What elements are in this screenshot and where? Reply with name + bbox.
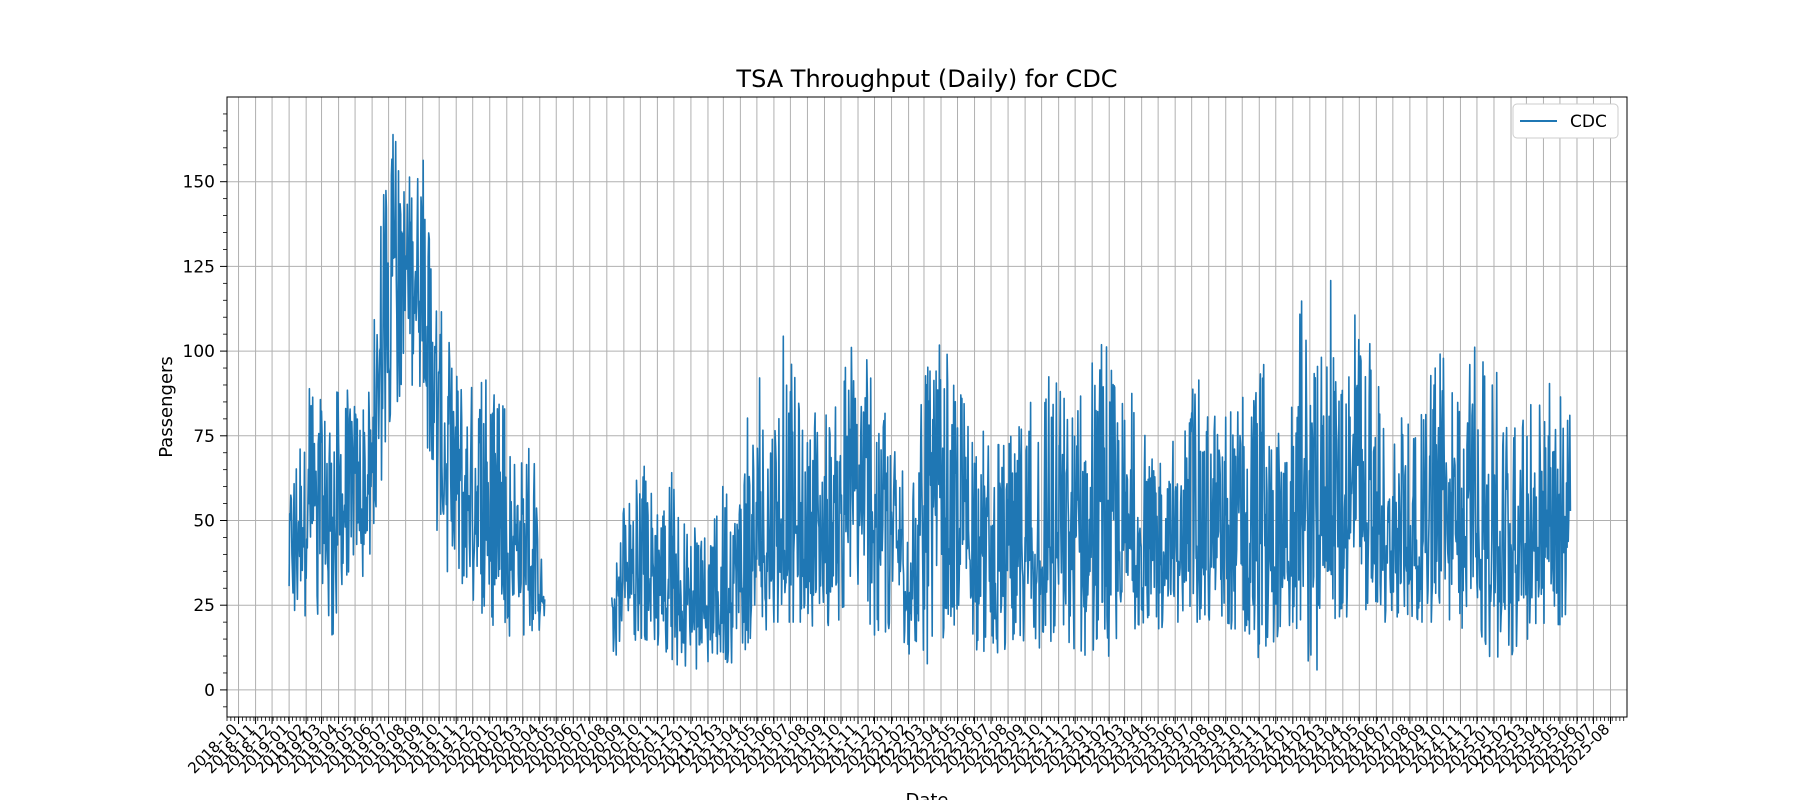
y-tick-label: 150 (183, 173, 215, 193)
y-tick-label: 50 (193, 511, 215, 531)
chart-title: TSA Throughput (Daily) for CDC (735, 65, 1117, 93)
series-line-cdc (288, 133, 546, 637)
legend: CDC (1512, 103, 1619, 139)
series-line-cdc (611, 279, 1572, 671)
y-tick-label: 25 (193, 596, 215, 616)
legend-box (1512, 103, 1619, 139)
y-axis-label: Passengers (156, 356, 177, 458)
y-tick-label: 125 (183, 257, 215, 277)
y-tick-label: 100 (183, 342, 215, 362)
x-axis-label: Date (905, 790, 948, 800)
y-tick-label: 75 (193, 427, 215, 447)
y-axis: 0 25 50 75 100 125 150 (183, 113, 227, 708)
legend-label-cdc: CDC (1570, 112, 1607, 132)
y-tick-label: 0 (204, 681, 215, 701)
series-layer (288, 133, 1572, 671)
x-axis: 2018-102018-112018-122019-012019-022019-… (184, 717, 1625, 777)
